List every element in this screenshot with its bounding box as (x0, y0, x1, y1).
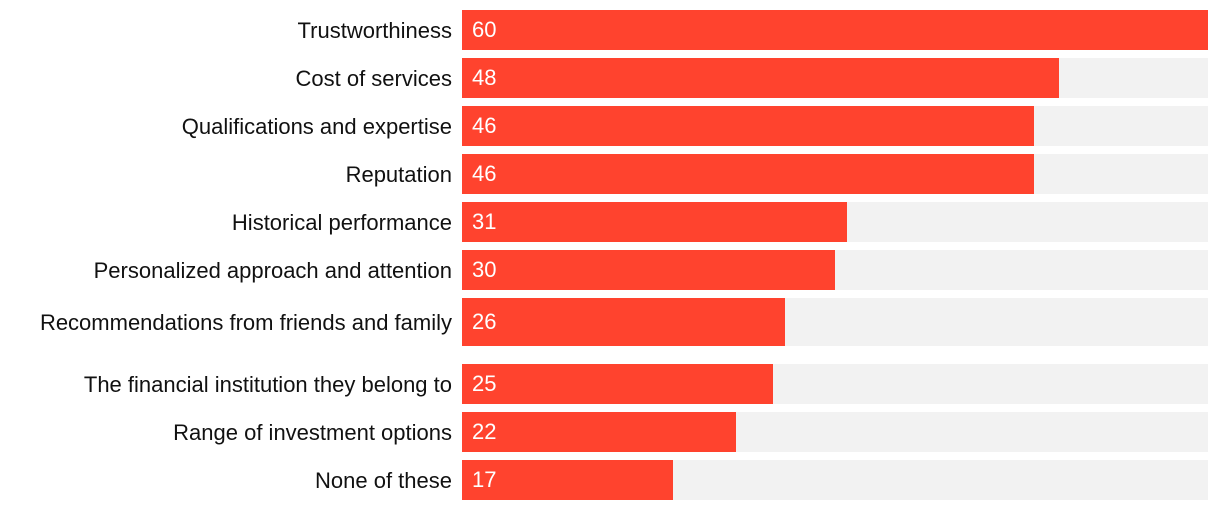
category-label: Recommendations from friends and family (39, 309, 452, 335)
data-label: 30 (472, 257, 497, 282)
bar-track: 17 (462, 460, 1208, 500)
category-label: Historical performance (231, 209, 452, 235)
bar: 48 (462, 58, 1059, 98)
bar-track: 60 (462, 10, 1208, 50)
category-label: None of these (315, 467, 452, 493)
bar: 26 (462, 298, 786, 346)
data-label: 31 (472, 209, 497, 234)
category-label: Range of investment options (173, 419, 452, 445)
bar-track: 46 (462, 154, 1208, 194)
data-label: 22 (472, 419, 497, 444)
bar-track: 25 (462, 364, 1208, 404)
bar-track: 22 (462, 412, 1208, 452)
bar-track: 48 (462, 58, 1208, 98)
bar: 30 (462, 250, 835, 290)
bar-track: 30 (462, 250, 1208, 290)
category-label: Personalized approach and attention (93, 257, 452, 283)
category-label: The financial institution they belong to (83, 371, 452, 397)
bar: 25 (462, 364, 773, 404)
data-label: 46 (472, 161, 497, 186)
category-label: Reputation (345, 161, 452, 187)
bar: 22 (462, 412, 736, 452)
data-label: 48 (472, 65, 497, 90)
bar: 60 (462, 10, 1208, 50)
bar: 31 (462, 202, 848, 242)
category-label: Cost of services (295, 65, 453, 91)
bar: 46 (462, 154, 1034, 194)
category-label: Trustworthiness (297, 17, 452, 43)
bar-track: 26 (462, 298, 1208, 346)
bar-track: 46 (462, 106, 1208, 146)
data-label: 46 (472, 113, 497, 138)
data-label: 60 (472, 17, 497, 42)
bar-track: 31 (462, 202, 1208, 242)
bar: 46 (462, 106, 1034, 146)
bar: 17 (462, 460, 674, 500)
category-label: Qualifications and expertise (181, 113, 452, 139)
data-label: 26 (472, 309, 497, 334)
data-label: 17 (472, 467, 497, 492)
data-label: 25 (472, 371, 497, 396)
